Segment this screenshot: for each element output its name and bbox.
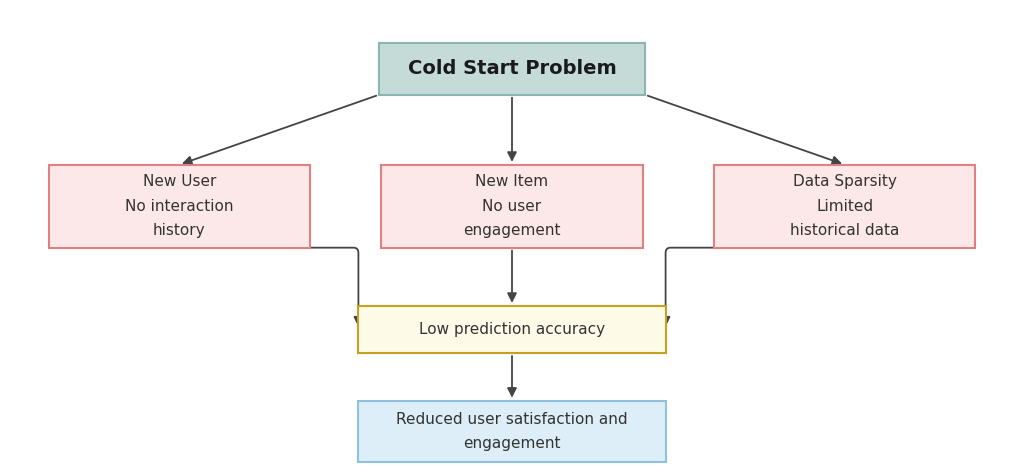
Text: Low prediction accuracy: Low prediction accuracy bbox=[419, 322, 605, 337]
FancyBboxPatch shape bbox=[381, 165, 643, 248]
FancyBboxPatch shape bbox=[48, 165, 309, 248]
Text: Reduced user satisfaction and
engagement: Reduced user satisfaction and engagement bbox=[396, 411, 628, 451]
Text: Data Sparsity
Limited
historical data: Data Sparsity Limited historical data bbox=[791, 174, 899, 238]
Text: New User
No interaction
history: New User No interaction history bbox=[125, 174, 233, 238]
FancyBboxPatch shape bbox=[358, 306, 666, 353]
FancyBboxPatch shape bbox=[358, 401, 666, 462]
Text: Cold Start Problem: Cold Start Problem bbox=[408, 59, 616, 78]
Text: New Item
No user
engagement: New Item No user engagement bbox=[463, 174, 561, 238]
FancyBboxPatch shape bbox=[379, 43, 645, 95]
FancyBboxPatch shape bbox=[715, 165, 975, 248]
